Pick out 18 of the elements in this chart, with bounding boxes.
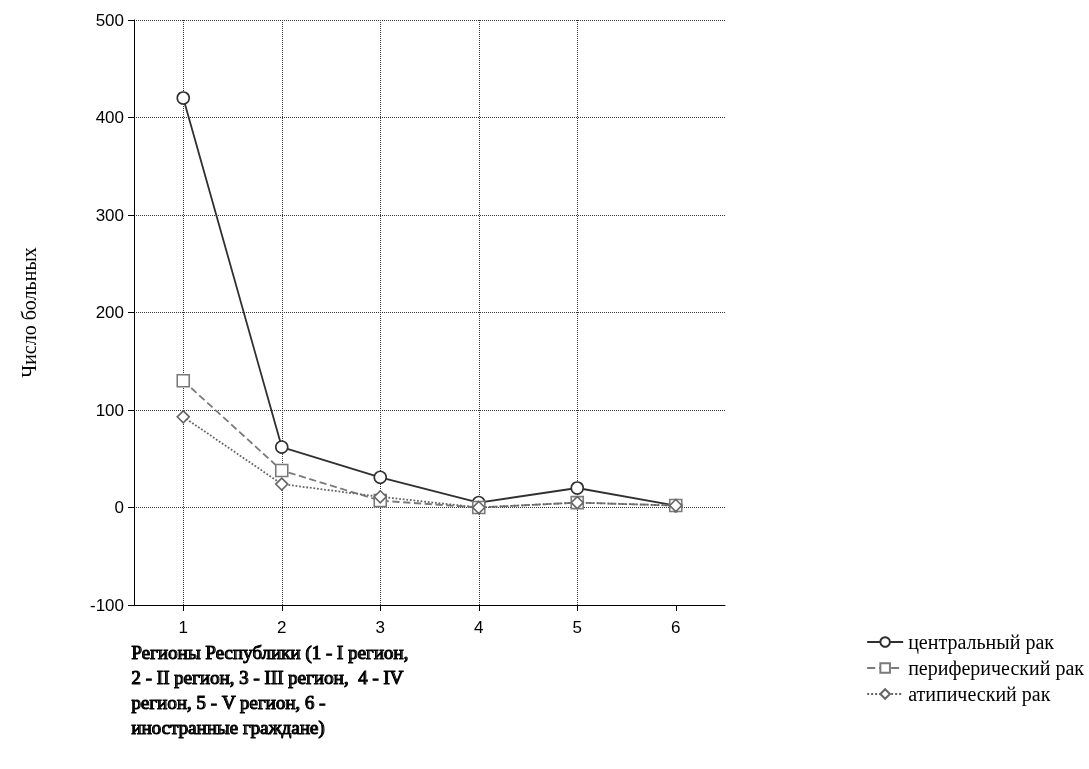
- x-tick-label: 6: [671, 618, 681, 637]
- y-tick-label: 300: [95, 205, 124, 225]
- legend-label: центральный рак: [908, 631, 1055, 654]
- x-tick-label: 1: [178, 618, 188, 637]
- y-tick-label: 0: [114, 498, 124, 517]
- y-axis-title: Число больных: [18, 247, 40, 378]
- y-tick-label: 200: [95, 303, 124, 322]
- x-tick-label: 5: [572, 618, 582, 637]
- x-tick-label: 3: [375, 618, 385, 637]
- x-axis-title: Регионы Республики (1 - I регион, 2 - II регион, 3 - III регион, 4 - IV регион, 5 - V регион, 6 - иностранные граждане): [131, 642, 413, 739]
- y-tick-label: 400: [95, 108, 124, 127]
- y-tick-label: 500: [95, 10, 124, 30]
- x-tick-label: 2: [277, 618, 287, 637]
- legend-label: периферический рак: [908, 657, 1085, 680]
- y-tick-label: 100: [95, 400, 124, 420]
- legend-label: атипический рак: [908, 683, 1051, 706]
- x-tick-label: 4: [474, 618, 484, 637]
- y-tick-label: -100: [89, 595, 124, 615]
